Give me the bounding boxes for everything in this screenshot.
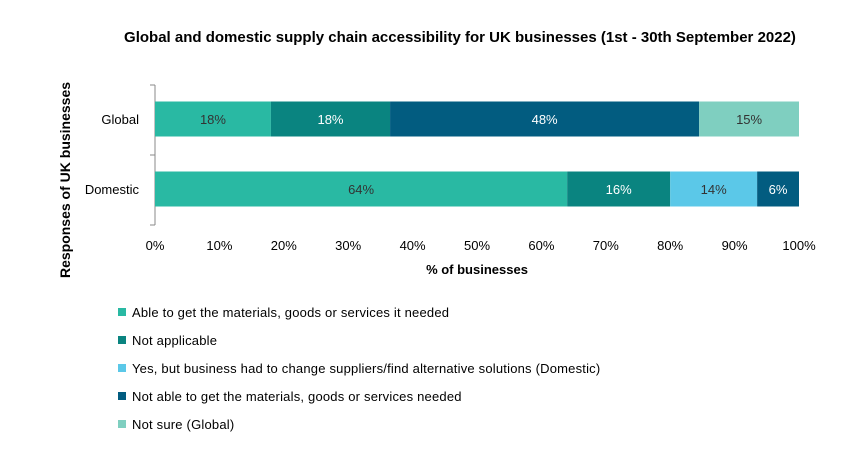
x-tick-label: 90% <box>722 238 748 253</box>
data-label: 18% <box>200 112 226 127</box>
bar-segment-global <box>155 101 271 137</box>
legend-label: Not sure (Global) <box>132 416 235 432</box>
legend-item: Not applicable <box>118 330 217 350</box>
x-axis-title: % of businesses <box>426 262 528 277</box>
chart-title: Global and domestic supply chain accessi… <box>124 29 796 46</box>
x-tick-label: 0% <box>146 238 165 253</box>
x-tick-label: 70% <box>593 238 619 253</box>
category-label-global: Global <box>101 112 139 127</box>
legend-swatch <box>118 336 126 344</box>
legend-label: Yes, but business had to change supplier… <box>132 360 601 376</box>
legend-label: Not applicable <box>132 332 218 348</box>
bar-segment-global <box>390 101 700 137</box>
legend-swatch <box>118 364 126 372</box>
data-label: 64% <box>348 182 374 197</box>
x-tick-label: 10% <box>206 238 232 253</box>
bar-segment-global <box>270 101 391 137</box>
bar-segment-domestic <box>567 171 671 207</box>
legend-item: Not able to get the materials, goods or … <box>118 386 462 406</box>
bar-segment-domestic <box>757 171 799 207</box>
data-label: 48% <box>532 112 558 127</box>
x-tick-label: 60% <box>528 238 554 253</box>
x-tick-label: 20% <box>271 238 297 253</box>
x-tick-label: 100% <box>782 238 816 253</box>
bar-segment-domestic <box>670 171 758 207</box>
category-label-domestic: Domestic <box>85 182 140 197</box>
data-label: 18% <box>317 112 343 127</box>
x-tick-label: 80% <box>657 238 683 253</box>
bar-segment-global <box>699 101 799 137</box>
x-tick-label: 30% <box>335 238 361 253</box>
legend-item: Yes, but business had to change supplier… <box>118 358 600 378</box>
legend-item: Able to get the materials, goods or serv… <box>118 302 449 322</box>
legend-swatch <box>118 308 126 316</box>
legend-label: Not able to get the materials, goods or … <box>132 388 462 404</box>
legend-swatch <box>118 420 126 428</box>
legend-label: Able to get the materials, goods or serv… <box>132 304 450 320</box>
legend-swatch <box>118 392 126 400</box>
legend-item: Not sure (Global) <box>118 414 234 434</box>
bar-segment-domestic <box>155 171 568 207</box>
x-tick-label: 50% <box>464 238 490 253</box>
data-label: 16% <box>606 182 632 197</box>
data-label: 15% <box>736 112 762 127</box>
x-tick-label: 40% <box>400 238 426 253</box>
data-label: 6% <box>769 182 788 197</box>
data-label: 14% <box>701 182 727 197</box>
